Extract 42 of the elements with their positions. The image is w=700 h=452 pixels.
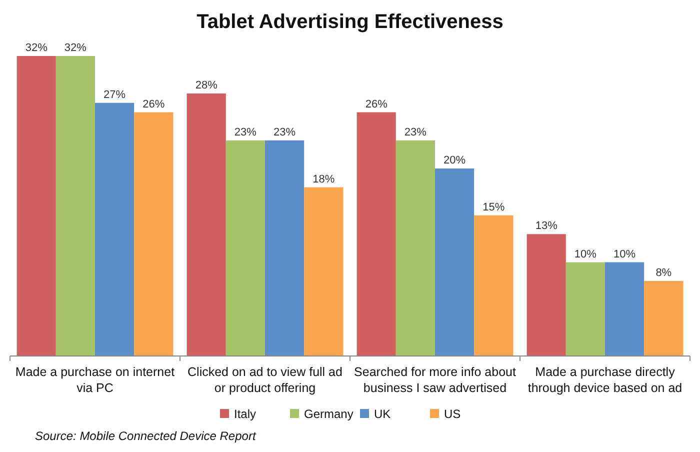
- bar: [474, 215, 514, 356]
- data-label: 26%: [142, 98, 165, 110]
- bar: [526, 234, 566, 356]
- data-label: 23%: [404, 126, 427, 138]
- bar: [566, 262, 605, 356]
- bar: [16, 56, 56, 356]
- data-label: 27%: [104, 88, 126, 101]
- bar: [435, 168, 474, 356]
- x-tick-label: Made a purchase on internet via PC: [15, 365, 176, 395]
- data-label: 32%: [64, 42, 87, 54]
- chart-title: Tablet Advertising Effectiveness: [196, 11, 504, 33]
- bar: [304, 187, 344, 356]
- legend-label: Italy: [234, 407, 256, 421]
- bar: [644, 281, 684, 356]
- data-label: 13%: [535, 220, 558, 232]
- data-label: 26%: [365, 98, 388, 110]
- data-label: 10%: [574, 248, 597, 260]
- bar: [186, 94, 226, 356]
- bar: [56, 56, 95, 356]
- bar: [95, 102, 134, 356]
- bar: [134, 112, 174, 356]
- legend-label: Germany: [304, 407, 354, 421]
- data-label: 28%: [195, 80, 218, 92]
- bar: [605, 262, 644, 356]
- data-label: 8%: [656, 267, 672, 279]
- data-label: 23%: [234, 126, 257, 138]
- x-tick-label: Clicked on ad to view full ad or product offering: [188, 365, 343, 395]
- data-label: 20%: [444, 154, 466, 166]
- bar: [356, 112, 396, 356]
- legend-label: UK: [374, 407, 391, 421]
- x-tick-label: Searched for more info about business I saw advertised: [354, 365, 516, 395]
- x-tick-label: Made a purchase directly through device based on ad: [528, 365, 682, 395]
- legend-label: US: [444, 407, 461, 421]
- data-label: 10%: [614, 248, 636, 260]
- data-label: 32%: [25, 42, 48, 54]
- bar: [265, 140, 304, 356]
- source-note: Source: Mobile Connected Device Report: [35, 429, 256, 443]
- data-label: 23%: [274, 126, 296, 138]
- data-label: 18%: [312, 173, 335, 186]
- bar: [396, 140, 435, 356]
- bar: [226, 140, 265, 356]
- data-label: 15%: [482, 201, 505, 214]
